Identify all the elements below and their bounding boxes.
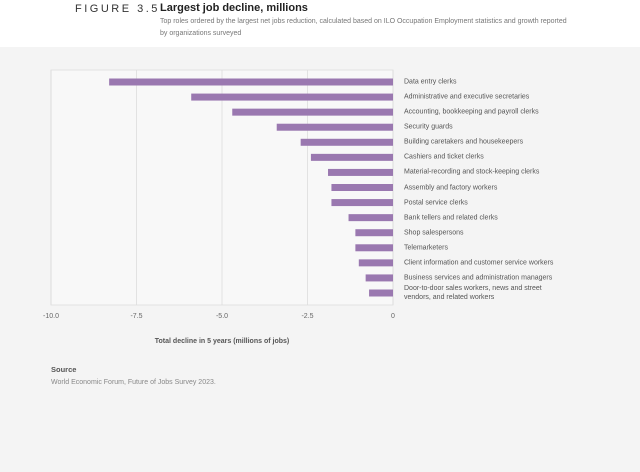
figure-label: FIGURE 3.5 bbox=[75, 3, 160, 15]
x-tick-label: -2.5 bbox=[301, 313, 313, 320]
bar bbox=[348, 214, 393, 222]
source-label: Source bbox=[51, 365, 76, 374]
bar bbox=[355, 244, 393, 252]
x-tick-label: -5.0 bbox=[216, 313, 228, 320]
bar bbox=[365, 274, 393, 282]
header bbox=[0, 0, 640, 47]
category-label: Assembly and factory workers bbox=[404, 184, 498, 191]
bar bbox=[328, 168, 393, 176]
category-label: Client information and customer service … bbox=[404, 259, 554, 267]
category-label: Business services and administration man… bbox=[404, 274, 553, 282]
x-tick-label: -10.0 bbox=[43, 313, 59, 320]
bar bbox=[369, 289, 393, 297]
chart-title: Largest job decline, millions bbox=[160, 2, 308, 14]
category-label: Postal service clerks bbox=[404, 199, 468, 207]
bar bbox=[331, 199, 393, 207]
bar bbox=[232, 108, 393, 116]
category-label: Bank tellers and related clerks bbox=[404, 214, 498, 222]
chart-subtitle: Top roles ordered by the largest net job… bbox=[160, 18, 567, 37]
x-axis-label: Total decline in 5 years (millions of jo… bbox=[155, 338, 289, 345]
bar bbox=[355, 229, 393, 237]
bar bbox=[276, 123, 393, 131]
source-text: World Economic Forum, Future of Jobs Sur… bbox=[51, 379, 216, 386]
category-label: Telemarketers bbox=[404, 244, 448, 252]
category-label: Data entry clerks bbox=[404, 78, 457, 86]
category-label: Accounting, bookkeeping and payroll cler… bbox=[404, 108, 539, 116]
category-label: Security guards bbox=[404, 123, 453, 131]
bar bbox=[300, 138, 393, 146]
category-label: Building caretakers and housekeepers bbox=[404, 138, 524, 146]
category-label: Material-recording and stock-keeping cle… bbox=[404, 168, 540, 176]
category-label: Administrative and executive secretaries bbox=[404, 93, 530, 101]
bar bbox=[358, 259, 393, 267]
category-label: Door-to-door sales workers, news and str… bbox=[404, 285, 542, 301]
x-tick-label: -7.5 bbox=[130, 313, 142, 320]
category-label: Shop salespersons bbox=[404, 229, 464, 237]
bar bbox=[331, 184, 393, 191]
category-label: Cashiers and ticket clerks bbox=[404, 153, 484, 161]
bar bbox=[109, 78, 393, 86]
bar bbox=[191, 93, 393, 101]
x-tick-label: 0 bbox=[391, 313, 395, 320]
bar bbox=[310, 153, 393, 161]
